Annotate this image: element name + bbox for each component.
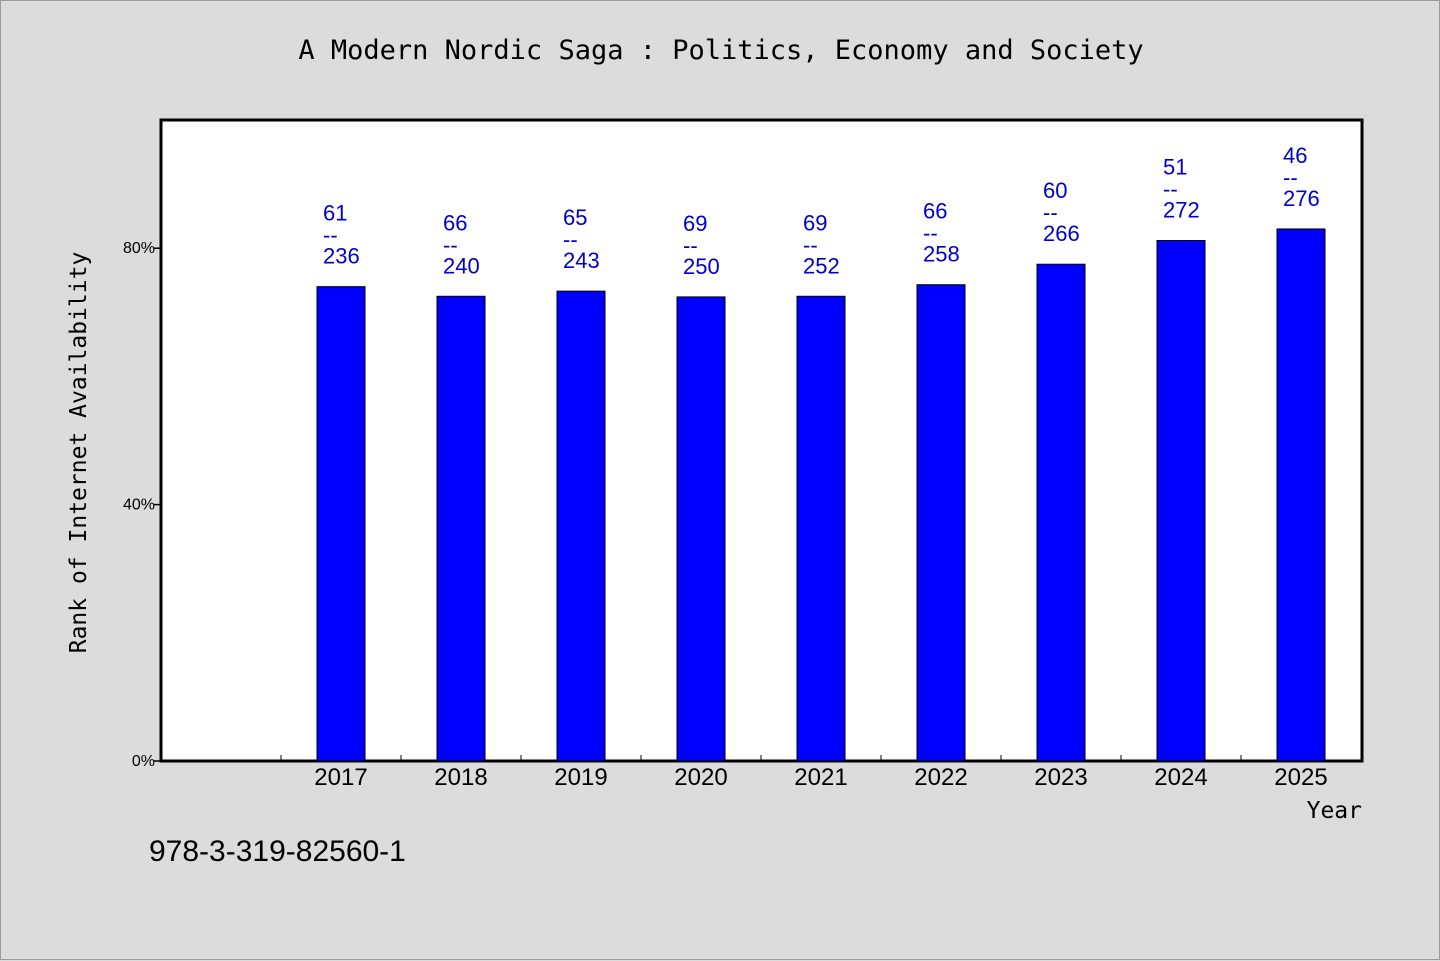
y-tick-label: 40%: [123, 497, 155, 514]
bar: [916, 284, 966, 762]
data-label-separator: --: [1283, 165, 1298, 190]
bars: [316, 228, 1326, 762]
data-label-total: 243: [563, 248, 600, 273]
y-tick-label: 0%: [132, 753, 155, 770]
x-tick-label: 2022: [914, 764, 967, 791]
data-label-total: 240: [443, 253, 480, 278]
data-label-total: 276: [1283, 186, 1320, 211]
data-label-separator: --: [923, 221, 938, 246]
data-label-rank: 66: [923, 199, 947, 224]
data-label-rank: 66: [443, 210, 467, 235]
data-label-rank: 69: [683, 211, 707, 236]
data-label-separator: --: [1163, 177, 1178, 202]
isbn-text: 978-3-319-82560-1: [149, 835, 406, 868]
data-label-total: 250: [683, 254, 720, 279]
x-tick-label: 2020: [674, 764, 727, 791]
y-axis-title: Rank of Internet Availability: [66, 252, 92, 654]
data-label-separator: --: [803, 232, 818, 257]
data-label-rank: 46: [1283, 143, 1307, 168]
data-label-total: 252: [803, 253, 840, 278]
x-axis-title: Year: [1307, 798, 1362, 824]
x-axis: 2017 2018 2019 2020 2021 2022 2023 2024 2025: [280, 755, 1362, 791]
data-labels: 61--23666--24065--24369--25069--25266--2…: [323, 143, 1320, 279]
data-label-total: 258: [923, 242, 960, 267]
data-label-separator: --: [1043, 200, 1058, 225]
data-label-rank: 65: [563, 205, 587, 230]
data-label-separator: --: [563, 227, 578, 252]
x-tick-label: 2021: [794, 764, 847, 791]
x-tick-label: 2024: [1154, 764, 1207, 791]
y-tick-label: 80%: [123, 240, 155, 257]
data-label-separator: --: [323, 223, 338, 248]
data-label-total: 236: [323, 244, 360, 269]
data-label-rank: 51: [1163, 155, 1187, 180]
x-tick-label: 2023: [1034, 764, 1087, 791]
x-tick-label: 2025: [1274, 764, 1327, 791]
data-label-separator: --: [683, 233, 698, 258]
data-label-rank: 60: [1043, 178, 1067, 203]
data-label-rank: 69: [803, 210, 827, 235]
bar: [1276, 228, 1326, 762]
chart-title: A Modern Nordic Saga : Politics, Economy…: [298, 35, 1144, 66]
data-label-total: 266: [1043, 221, 1080, 246]
y-axis: 0% 40% 80%: [123, 240, 161, 770]
data-label-separator: --: [443, 232, 458, 257]
data-label-total: 272: [1163, 198, 1200, 223]
bar: [556, 290, 606, 762]
x-tick-label: 2019: [554, 764, 607, 791]
data-label-rank: 61: [323, 201, 347, 226]
bar: [316, 286, 366, 762]
bar: [1036, 263, 1086, 762]
x-tick-label: 2018: [434, 764, 487, 791]
bar: [436, 295, 486, 762]
bar: [796, 295, 846, 762]
bar: [676, 296, 726, 762]
x-tick-label: 2017: [314, 764, 367, 791]
bar: [1156, 240, 1206, 762]
